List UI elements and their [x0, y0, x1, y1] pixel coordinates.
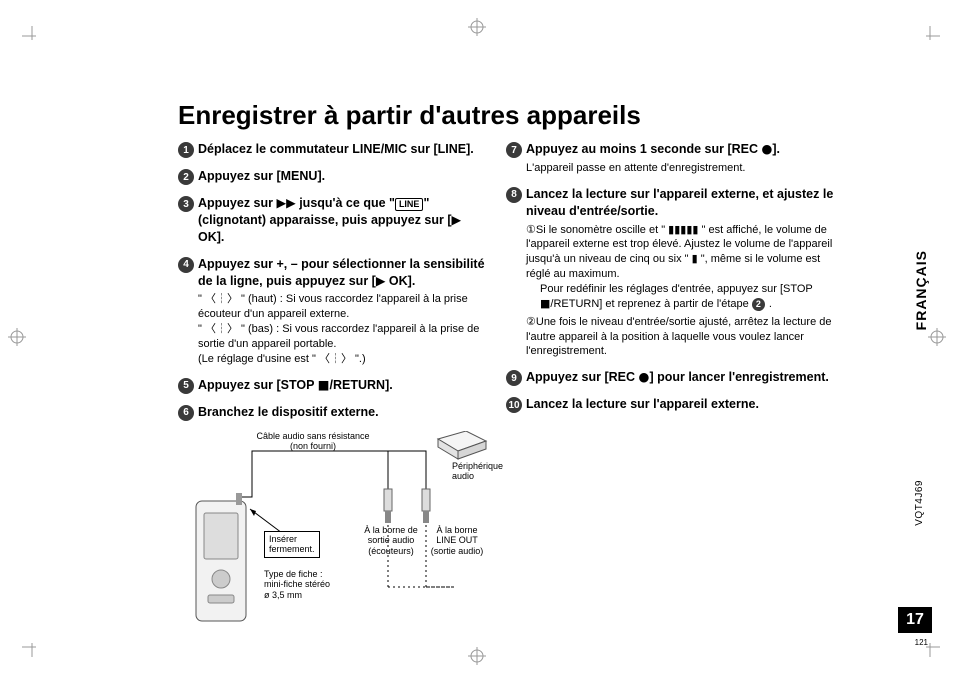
step-10: 10 Lancez la lecture sur l'appareil exte… [506, 396, 836, 413]
step-6: 6 Branchez le dispositif externe. [178, 404, 488, 421]
play-icon: ▶ [376, 273, 386, 288]
stop-icon: ■ [540, 297, 550, 310]
step-number: 3 [178, 196, 194, 212]
step-number: 2 [178, 169, 194, 185]
print-number: 121 [915, 638, 928, 647]
step-head: Appuyez sur +, – pour sélectionner la se… [198, 256, 488, 290]
step-head: Branchez le dispositif externe. [198, 404, 488, 421]
step-3: 3 Appuyez sur ▶▶ jusqu'à ce que "LINE" (… [178, 195, 488, 246]
connection-diagram: Câble audio sans résistance(non fourni) … [178, 431, 488, 631]
left-column: 1 Déplacez le commutateur LINE/MIC sur [… [178, 141, 488, 631]
step-ref-icon: 2 [752, 298, 765, 311]
jack-audio-label: À la borne desortie audio(écouteurs) [356, 525, 426, 557]
step-4: 4 Appuyez sur +, – pour sélectionner la … [178, 256, 488, 367]
crop-corner-br [926, 643, 940, 657]
step-body: " 〈┆〉 " (haut) : Si vous raccordez l'app… [198, 292, 488, 366]
step-number: 5 [178, 378, 194, 394]
step-8: 8 Lancez la lecture sur l'appareil exter… [506, 186, 836, 359]
step-number: 1 [178, 142, 194, 158]
step-number: 6 [178, 405, 194, 421]
ffwd-icon: ▶▶ [277, 195, 296, 210]
step-sub-2: ②Une fois le niveau d'entrée/sortie ajus… [526, 315, 836, 360]
insert-label: Insérerfermement. [264, 531, 320, 559]
step-2: 2 Appuyez sur [MENU]. [178, 168, 488, 185]
crop-bottom [468, 647, 486, 665]
step-7: 7 Appuyez au moins 1 seconde sur [REC ●]… [506, 141, 836, 176]
step-9: 9 Appuyez sur [REC ●] pour lancer l'enre… [506, 369, 836, 386]
step-body: L'appareil passe en attente d'enregistre… [526, 161, 836, 176]
stop-icon: ■ [318, 377, 330, 392]
plug-type-label: Type de fiche :mini-fiche stéréoø 3,5 mm [264, 569, 354, 601]
step-head: Appuyez au moins 1 seconde sur [REC ●]. [526, 141, 836, 158]
crop-left [8, 328, 26, 346]
step-head: Lancez la lecture sur l'appareil externe… [526, 396, 836, 413]
page-title: Enregistrer à partir d'autres appareils [178, 100, 918, 131]
step-head: Déplacez le commutateur LINE/MIC sur [LI… [198, 141, 488, 158]
play-icon: ▶ [452, 212, 462, 227]
doc-code: VQT4J69 [914, 480, 925, 526]
step-number: 8 [506, 187, 522, 203]
step-sub-1: ①Si le sonomètre oscille et " ▮▮▮▮▮ " es… [526, 223, 836, 312]
jack-lineout-label: À la borneLINE OUT(sortie audio) [424, 525, 490, 557]
cable-label: Câble audio sans résistance(non fourni) [248, 431, 378, 453]
step-head: Appuyez sur [MENU]. [198, 168, 488, 185]
step-number: 10 [506, 397, 522, 413]
step-5: 5 Appuyez sur [STOP ■/RETURN]. [178, 377, 488, 394]
crop-corner-tl [22, 26, 36, 40]
step-head: Appuyez sur [REC ●] pour lancer l'enregi… [526, 369, 836, 386]
device-label: Périphériqueaudio [452, 461, 522, 483]
step-head: Appuyez sur ▶▶ jusqu'à ce que "LINE" (cl… [198, 195, 488, 246]
right-column: 7 Appuyez au moins 1 seconde sur [REC ●]… [506, 141, 836, 631]
crop-corner-bl [22, 643, 36, 657]
page-number: 17 [898, 607, 932, 633]
rec-icon: ● [639, 369, 650, 384]
step-number: 7 [506, 142, 522, 158]
crop-corner-tr [926, 26, 940, 40]
language-label: FRANÇAIS [913, 250, 929, 330]
step-1: 1 Déplacez le commutateur LINE/MIC sur [… [178, 141, 488, 158]
line-indicator-icon: LINE [395, 198, 424, 211]
step-number: 9 [506, 370, 522, 386]
rec-icon: ● [761, 141, 772, 156]
step-head: Appuyez sur [STOP ■/RETURN]. [198, 377, 488, 394]
step-number: 4 [178, 257, 194, 273]
page-content: Enregistrer à partir d'autres appareils … [178, 100, 918, 640]
step-head: Lancez la lecture sur l'appareil externe… [526, 186, 836, 220]
crop-top [468, 18, 486, 36]
over-indicator-icon: ▮▮▮▮▮ [668, 223, 698, 236]
crop-right [928, 328, 946, 346]
